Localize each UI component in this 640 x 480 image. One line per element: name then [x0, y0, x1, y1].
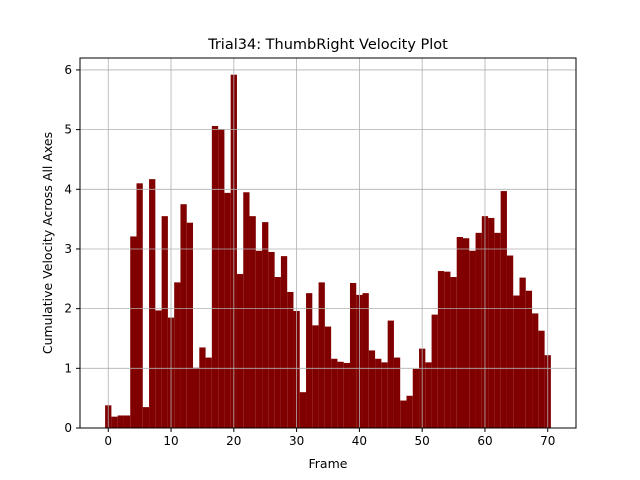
bar [406, 395, 413, 428]
bar [437, 271, 445, 428]
x-tick-label: 50 [415, 434, 430, 448]
x-tick-label: 60 [477, 434, 492, 448]
bars [105, 74, 551, 429]
bar [387, 320, 394, 428]
x-tick-label: 10 [163, 434, 178, 448]
bar [400, 400, 407, 428]
bar [500, 191, 507, 428]
bar [199, 347, 206, 428]
bar [312, 325, 319, 428]
x-tick-label: 20 [226, 434, 241, 448]
bar [142, 407, 150, 428]
bar [450, 277, 457, 428]
bar [532, 313, 539, 428]
bar [393, 357, 401, 428]
y-tick-label: 2 [64, 302, 72, 316]
bar [280, 256, 288, 428]
y-tick-label: 3 [64, 242, 72, 256]
bar [211, 126, 219, 428]
bar [243, 192, 250, 428]
x-axis-label: Frame [309, 456, 348, 471]
y-tick-label: 5 [64, 123, 72, 137]
bar [123, 415, 131, 428]
bar [149, 179, 156, 428]
bar [318, 282, 325, 428]
bar [130, 236, 137, 428]
bar [513, 295, 520, 428]
bar [331, 358, 338, 428]
bar [268, 251, 275, 428]
bar [462, 238, 470, 428]
bar [488, 217, 495, 428]
bar [287, 291, 294, 428]
bar [299, 392, 307, 428]
bar [506, 255, 514, 428]
bar [425, 362, 432, 428]
bar [519, 277, 526, 428]
bar [224, 192, 231, 428]
bar [274, 277, 281, 428]
bar [349, 282, 357, 428]
bar [249, 216, 256, 428]
bar [368, 350, 376, 428]
bar [186, 222, 194, 428]
bar [236, 274, 244, 428]
plot-frame [79, 57, 577, 429]
y-tick-label: 6 [64, 63, 72, 77]
bar [255, 250, 263, 428]
x-tick-label: 70 [540, 434, 555, 448]
x-tick-label: 0 [104, 434, 112, 448]
bar [180, 204, 187, 428]
x-tick-label: 30 [289, 434, 304, 448]
bar [375, 358, 382, 428]
bar [444, 271, 451, 428]
bar [412, 368, 420, 428]
bar [205, 357, 212, 428]
bar [456, 237, 463, 428]
bar [525, 290, 533, 428]
bar [174, 282, 181, 428]
bar [193, 367, 200, 428]
y-axis-ticks: 0 1 2 3 4 5 6 [64, 63, 80, 435]
bar [262, 222, 269, 428]
y-tick-label: 0 [64, 421, 72, 435]
bar [362, 293, 369, 428]
bar [324, 326, 332, 428]
x-tick-label: 40 [352, 434, 367, 448]
bar [475, 232, 482, 428]
bar [469, 250, 476, 428]
bar [161, 216, 168, 428]
bar [337, 361, 344, 428]
bar [111, 416, 118, 428]
bar [538, 330, 545, 428]
x-axis-ticks: 0 10 20 30 40 50 60 70 [104, 428, 555, 448]
bar [218, 129, 225, 428]
y-axis-label: Cumulative Velocity Across All Axes [40, 132, 55, 354]
bar [136, 183, 143, 428]
y-tick-label: 1 [64, 361, 72, 375]
bar [431, 314, 438, 428]
y-tick-label: 4 [64, 182, 72, 196]
bar [381, 362, 388, 428]
chart-title: Trial34: ThumbRight Velocity Plot [207, 37, 448, 53]
bar [494, 232, 501, 428]
bar [117, 415, 124, 428]
bar [343, 362, 350, 428]
bar [155, 310, 162, 428]
bar [306, 293, 313, 428]
grid-lines [80, 58, 576, 429]
